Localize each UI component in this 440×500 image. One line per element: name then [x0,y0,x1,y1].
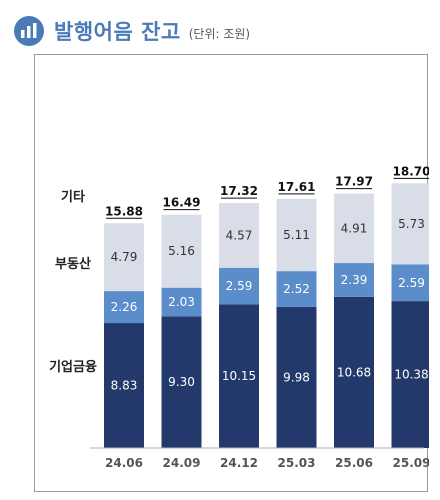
data-label-2-25.03: 2.52 [283,282,310,296]
data-label-3-25.03: 5.11 [283,228,310,242]
legend-label-3: 기타 [61,189,85,205]
total-label-24.09: 16.49 [163,196,201,210]
total-label-25.09: 18.70 [393,164,429,178]
stacked-bar-chart: 8.83 2.26 4.79 15.88 24.06 9.30 2.03 5.16 16.49 2… [49,164,429,470]
legend-label-2: 부동산 [55,256,91,272]
data-label-3-24.12: 4.57 [226,228,253,242]
bar-segment-1-25.03 [276,306,317,448]
data-label-2-24.12: 2.59 [226,279,253,293]
bar-chart-icon [14,16,44,46]
bar-segment-1-24.12 [219,304,259,448]
total-label-25.06: 17.97 [335,175,373,189]
bar-segment-3-24.09 [161,214,202,288]
data-label-2-25.09: 2.59 [398,276,425,290]
bar-segment-2-24.09 [161,287,202,317]
bar-segment-1-24.09 [161,316,202,448]
legend-label-1: 기업금융 [49,359,97,375]
bar-segment-1-25.06 [334,296,374,448]
total-label-24.06: 15.88 [105,204,143,218]
bar-segment-2-25.06 [334,263,374,297]
bar-segment-3-25.09 [391,183,429,265]
data-label-3-25.06: 4.91 [341,221,368,235]
data-label-1-25.06: 10.68 [337,365,371,379]
total-label-24.12: 17.32 [220,184,258,198]
bar-segment-2-25.09 [391,264,429,302]
total-label-25.03: 17.61 [278,180,316,194]
x-tick-24.12: 24.12 [220,456,258,470]
data-label-1-25.03: 9.98 [283,370,310,384]
unit-note: (단위: 조원) [188,27,251,41]
x-tick-25.09: 25.09 [393,456,429,470]
data-label-1-25.09: 10.38 [394,368,428,382]
bar-segment-1-25.09 [391,301,429,448]
bar-segment-3-25.03 [276,198,317,272]
data-label-3-24.06: 4.79 [111,250,138,264]
bar-segment-3-24.06 [104,223,144,292]
x-tick-24.09: 24.09 [163,456,201,470]
bar-segment-2-24.12 [219,267,259,305]
data-label-1-24.12: 10.15 [222,369,256,383]
x-tick-24.06: 24.06 [105,456,143,470]
data-label-2-24.06: 2.26 [111,300,138,314]
x-tick-25.06: 25.06 [335,456,373,470]
bar-segment-2-25.03 [276,271,317,307]
bar-segment-3-24.12 [219,203,259,268]
page-title: 발행어음 잔고 [54,20,181,44]
bar-segment-1-24.06 [104,323,144,448]
bar-segment-3-25.06 [334,193,374,264]
data-label-2-24.09: 2.03 [168,295,195,309]
data-label-2-25.06: 2.39 [341,273,368,287]
data-label-1-24.09: 9.30 [168,375,195,389]
data-label-3-24.09: 5.16 [168,244,195,258]
data-label-3-25.09: 5.73 [398,217,425,231]
x-tick-25.03: 25.03 [278,456,316,470]
data-label-1-24.06: 8.83 [111,379,138,393]
bar-segment-2-24.06 [104,291,144,324]
chart-frame: 8.83 2.26 4.79 15.88 24.06 9.30 2.03 5.16 16.49 2… [34,54,429,492]
title-bar: 발행어음 잔고 (단위: 조원) [14,14,250,48]
